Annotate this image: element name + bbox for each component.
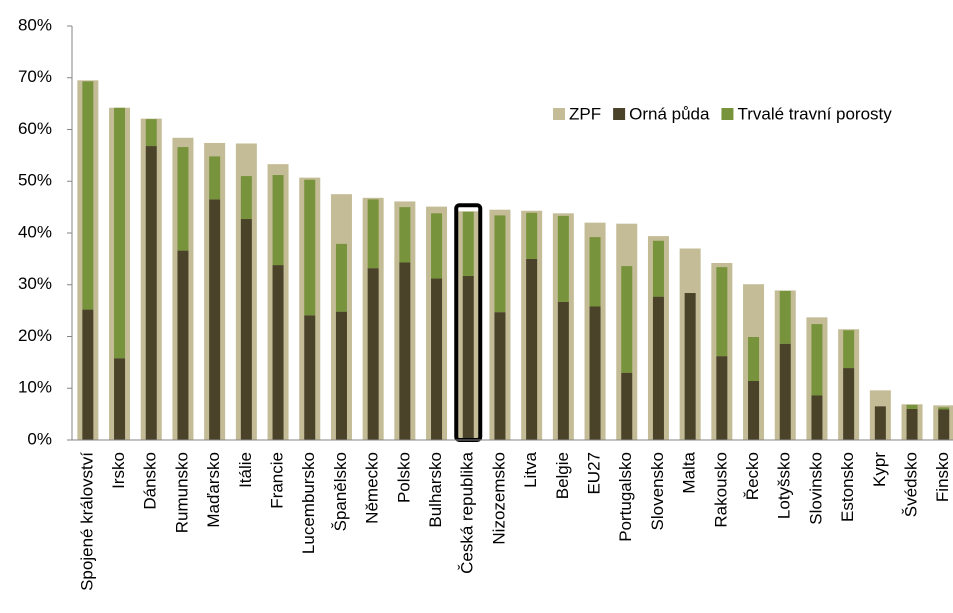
bar (779, 343, 791, 440)
x-tick-label: Rumunsko (172, 452, 191, 533)
bar (557, 301, 569, 440)
bar (716, 356, 728, 440)
bar (240, 219, 252, 440)
bar (145, 119, 157, 147)
bar (526, 258, 538, 440)
y-tick-label: 40% (18, 222, 52, 241)
bar (335, 311, 347, 440)
bar (652, 296, 664, 440)
bar (526, 212, 538, 259)
bar (811, 395, 823, 440)
bar (272, 265, 284, 440)
bar (114, 358, 126, 440)
bar (652, 240, 664, 297)
y-tick-label: 10% (18, 378, 52, 397)
bar (843, 330, 855, 369)
bar (494, 312, 506, 440)
x-tick-label: Polsko (394, 452, 413, 503)
bar (748, 381, 760, 440)
bar (462, 211, 474, 276)
bar (779, 290, 791, 344)
bar (938, 409, 950, 440)
x-tick-label: Itálie (236, 452, 255, 488)
legend-swatch (553, 108, 565, 120)
bar (431, 278, 443, 440)
bar (462, 275, 474, 440)
bar (82, 309, 94, 440)
bar (145, 146, 157, 440)
bar (367, 199, 379, 269)
bar (82, 81, 94, 310)
y-tick-label: 30% (18, 274, 52, 293)
y-tick-label: 20% (18, 326, 52, 345)
bar (240, 176, 252, 220)
x-tick-label: Řecko (743, 452, 762, 500)
x-tick-label: Lucembursko (299, 452, 318, 554)
bar (367, 268, 379, 440)
y-tick-label: 0% (27, 429, 52, 448)
x-tick-label: Kypr (870, 452, 889, 487)
x-tick-label: Slovensko (648, 452, 667, 530)
bar (874, 406, 886, 440)
bar (209, 199, 221, 440)
bar (209, 156, 221, 200)
x-tick-label: Litva (521, 451, 540, 487)
x-tick-label: Portugalsko (616, 452, 635, 542)
bar (938, 407, 950, 410)
bar (114, 107, 126, 359)
x-tick-label: Nizozemsko (489, 452, 508, 545)
bar (399, 207, 411, 263)
legend-swatch (613, 108, 626, 120)
bar (906, 408, 918, 440)
x-tick-label: Dánsko (141, 452, 160, 510)
bar (177, 147, 189, 251)
bar (906, 404, 918, 409)
x-tick-label: Česká republika (458, 451, 477, 573)
bar (589, 237, 601, 307)
bar (494, 215, 506, 313)
legend-label: ZPF (569, 104, 601, 123)
y-tick-label: 50% (18, 171, 52, 190)
x-tick-label: Belgie (553, 452, 572, 499)
bar (557, 215, 569, 302)
x-tick-label: Slovinsko (806, 452, 825, 525)
x-tick-label: EU27 (585, 452, 604, 495)
x-tick-label: Rakousko (711, 452, 730, 528)
x-tick-label: Maďarsko (204, 452, 223, 528)
bar (843, 368, 855, 440)
y-tick-label: 70% (18, 67, 52, 86)
bar (589, 306, 601, 440)
x-tick-label: Německo (363, 452, 382, 524)
x-tick-label: Francie (268, 452, 287, 509)
x-tick-label: Spojené království (77, 452, 96, 591)
y-tick-label: 60% (18, 119, 52, 138)
x-tick-label: Lotyšsko (775, 452, 794, 519)
bar (399, 262, 411, 440)
bar (177, 250, 189, 440)
x-tick-label: Švédsko (902, 452, 921, 517)
bar (811, 324, 823, 396)
bar (304, 179, 316, 316)
bar (684, 293, 696, 440)
legend-label: Orná půda (629, 104, 710, 123)
bar (335, 243, 347, 312)
x-tick-label: Estonsko (838, 452, 857, 522)
legend-label: Trvalé travní porosty (737, 104, 892, 123)
bar (621, 266, 633, 373)
bar (748, 337, 760, 382)
x-tick-label: Irsko (109, 452, 128, 489)
bar (272, 175, 284, 266)
bar (621, 372, 633, 440)
x-tick-label: Španělsko (331, 452, 350, 531)
x-tick-label: Bulharsko (426, 452, 445, 528)
bar (716, 267, 728, 357)
bar (304, 315, 316, 440)
x-tick-label: Finsko (933, 452, 952, 502)
x-tick-label: Malta (680, 451, 699, 493)
y-tick-label: 80% (18, 15, 52, 34)
legend-swatch (721, 108, 734, 120)
bar (431, 213, 443, 279)
